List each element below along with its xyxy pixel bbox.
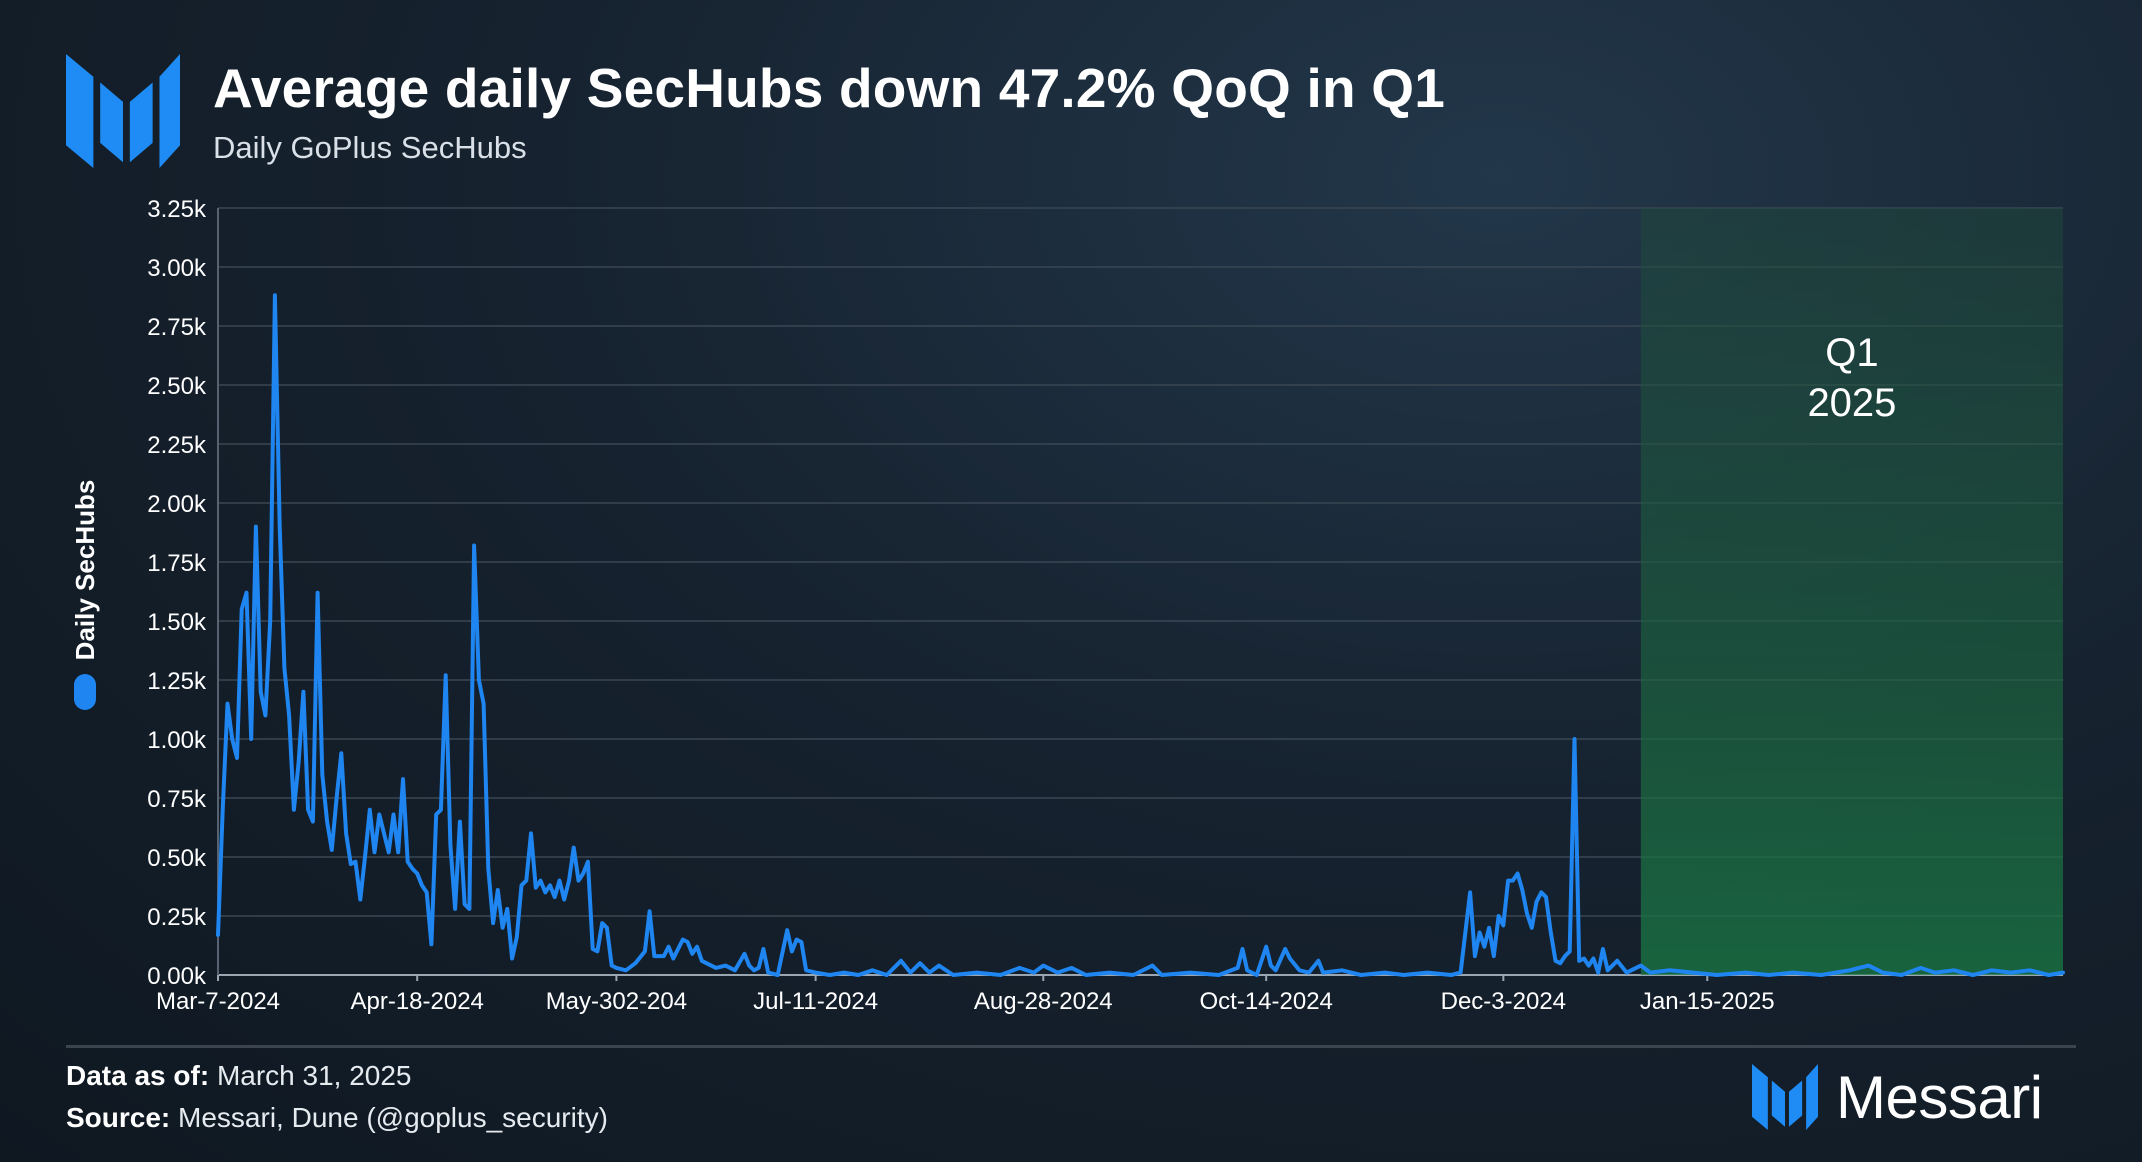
y-tick-label: 0.75k [147, 786, 207, 813]
x-tick-label: Mar-7-2024 [156, 988, 280, 1015]
x-tick-label: Dec-3-2024 [1441, 988, 1566, 1015]
y-tick-label: 0.50k [147, 845, 207, 872]
y-tick-label: 1.75k [147, 550, 207, 577]
line-chart: 0.00k 0.25k 0.50k 0.75k 1.00k 1.25k 1.50k 1.75k… [70, 196, 2065, 1015]
q1-label-line1: Q1 [1825, 331, 1878, 375]
y-tick-label: 1.25k [147, 668, 207, 695]
x-axis-tick-labels: Mar-7-2024 Apr-18-2024 May-302-204 Jul-11-2… [156, 975, 1775, 1015]
x-tick-label: Apr-18-2024 [350, 988, 483, 1015]
x-tick-label: Aug-28-2024 [974, 988, 1113, 1015]
x-tick-label: May-302-204 [546, 988, 687, 1015]
y-tick-label: 0.25k [147, 904, 207, 931]
messari-logo-icon [66, 54, 180, 168]
y-tick-label: 0.00k [147, 963, 207, 990]
x-tick-label: Jul-11-2024 [753, 988, 878, 1015]
source-note: Source: Messari, Dune (@goplus_security) [66, 1102, 608, 1133]
q1-label-line2: 2025 [1807, 381, 1896, 425]
chart-subtitle: Daily GoPlus SecHubs [213, 130, 527, 165]
y-tick-label: 3.00k [147, 255, 207, 282]
series-line [216, 293, 2065, 977]
legend-marker [74, 674, 96, 710]
brand-name: Messari [1836, 1063, 2043, 1131]
x-tick-label: Jan-15-2025 [1640, 988, 1775, 1015]
footer-divider [66, 1045, 2076, 1048]
brand-logo: Messari [1752, 1063, 2043, 1131]
q1-highlight-band [1640, 208, 2063, 975]
y-axis-title: Daily SecHubs [70, 480, 100, 661]
y-tick-label: 2.25k [147, 432, 207, 459]
y-axis-tick-labels: 0.00k 0.25k 0.50k 0.75k 1.00k 1.25k 1.50k 1.75k… [147, 196, 207, 990]
y-tick-label: 2.50k [147, 373, 207, 400]
y-tick-label: 2.75k [147, 314, 207, 341]
y-tick-label: 2.00k [147, 491, 207, 518]
messari-m-icon [1752, 1064, 1818, 1130]
y-tick-label: 1.00k [147, 727, 207, 754]
x-tick-label: Oct-14-2024 [1199, 988, 1332, 1015]
chart-title: Average daily SecHubs down 47.2% QoQ in … [213, 57, 1446, 119]
y-tick-label: 3.25k [147, 196, 207, 223]
data-as-of: Data as of: March 31, 2025 [66, 1060, 412, 1091]
y-tick-label: 1.50k [147, 609, 207, 636]
